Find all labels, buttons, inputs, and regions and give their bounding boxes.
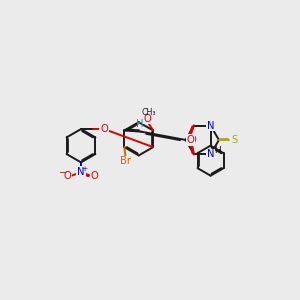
Text: N: N: [207, 149, 214, 159]
Text: H: H: [136, 119, 144, 129]
Text: N: N: [207, 121, 214, 130]
Text: N: N: [77, 167, 85, 177]
Text: O: O: [64, 170, 71, 181]
Text: S: S: [231, 135, 237, 145]
Text: O: O: [188, 135, 196, 145]
Text: O: O: [100, 124, 108, 134]
Text: O: O: [143, 114, 151, 124]
Text: O: O: [187, 135, 194, 145]
Text: O: O: [91, 170, 98, 181]
Text: CH₃: CH₃: [141, 108, 155, 117]
Text: −: −: [59, 167, 68, 178]
Text: H: H: [214, 146, 221, 155]
Text: +: +: [81, 166, 87, 172]
Text: Br: Br: [120, 156, 131, 167]
